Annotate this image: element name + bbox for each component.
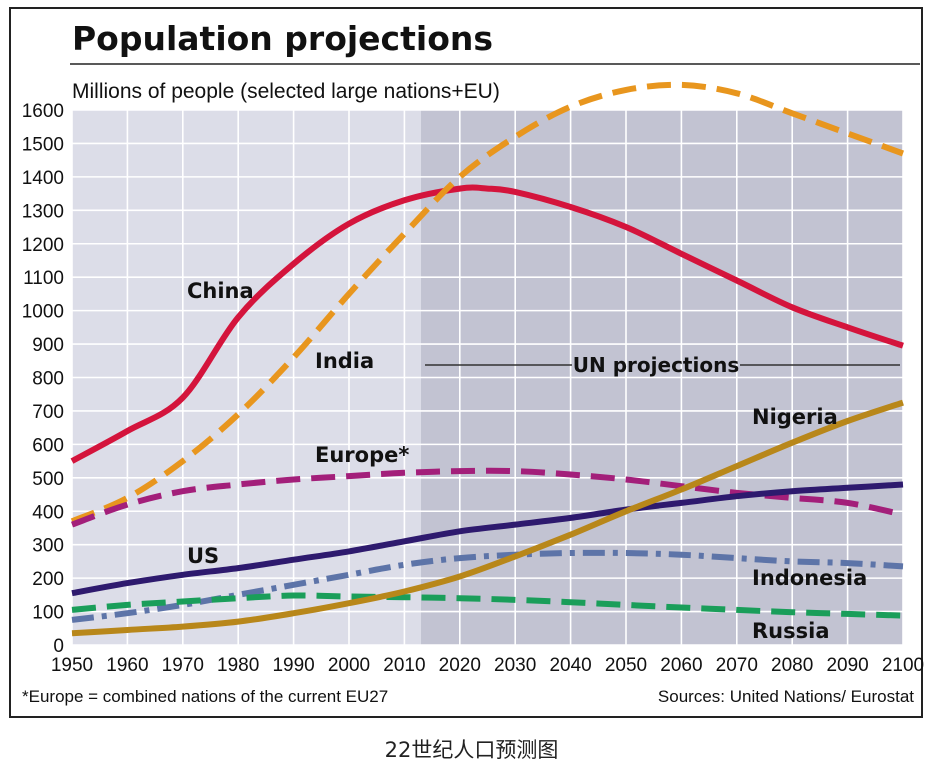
x-tick-2000: 2000 xyxy=(328,655,370,676)
y-tick-1000: 1000 xyxy=(22,302,64,323)
x-tick-2030: 2030 xyxy=(494,655,536,676)
y-tick-800: 800 xyxy=(32,369,64,390)
series-lines xyxy=(70,81,905,637)
y-tick-1400: 1400 xyxy=(22,168,64,189)
series-line-us xyxy=(71,481,904,597)
figure-caption: 22世纪人口预测图 xyxy=(384,738,559,762)
x-tick-2040: 2040 xyxy=(549,655,591,676)
series-label-russia: Russia xyxy=(752,619,830,643)
y-tick-1500: 1500 xyxy=(22,134,64,155)
series-label-nigeria: Nigeria xyxy=(752,405,838,429)
projection-annotation: UN projections xyxy=(425,353,900,377)
projection-label: UN projections xyxy=(573,353,739,377)
x-axis-ticks: 1950 1960 1970 1980 1990 2000 2010 2020 2030 2040… xyxy=(51,655,924,676)
series-line-europe xyxy=(70,467,904,528)
y-tick-200: 200 xyxy=(32,569,64,590)
y-tick-1100: 1100 xyxy=(23,268,64,289)
y-tick-0: 0 xyxy=(53,636,64,657)
y-tick-1200: 1200 xyxy=(22,235,64,256)
y-tick-600: 600 xyxy=(32,435,64,456)
x-tick-2020: 2020 xyxy=(439,655,481,676)
series-line-china xyxy=(70,184,904,464)
footnote: *Europe = combined nations of the curren… xyxy=(22,687,388,706)
source-note: Sources: United Nations/ Eurostat xyxy=(658,687,914,706)
x-tick-2100: 2100 xyxy=(882,655,924,676)
x-tick-1970: 1970 xyxy=(162,655,204,676)
x-tick-1990: 1990 xyxy=(272,655,314,676)
y-tick-1300: 1300 xyxy=(22,201,64,222)
x-tick-1980: 1980 xyxy=(217,655,259,676)
x-tick-1960: 1960 xyxy=(106,655,148,676)
series-label-us: US xyxy=(187,544,219,568)
population-chart: Population projections Millions of peopl… xyxy=(9,7,924,718)
gridlines xyxy=(71,109,904,646)
series-label-china: China xyxy=(187,279,254,303)
y-tick-500: 500 xyxy=(32,469,64,490)
chart-title: Population projections xyxy=(72,19,493,58)
x-tick-2090: 2090 xyxy=(826,655,868,676)
x-tick-1950: 1950 xyxy=(51,655,93,676)
series-label-europe: Europe* xyxy=(315,443,409,467)
series-label-india: India xyxy=(315,349,374,373)
x-tick-2080: 2080 xyxy=(771,655,813,676)
y-tick-100: 100 xyxy=(32,603,64,624)
x-tick-2070: 2070 xyxy=(716,655,758,676)
y-tick-300: 300 xyxy=(32,536,64,557)
series-label-indonesia: Indonesia xyxy=(752,566,867,590)
x-tick-2050: 2050 xyxy=(605,655,647,676)
y-tick-700: 700 xyxy=(32,402,64,423)
series-labels: China India Europe* US Indonesia Russia Nigeri… xyxy=(187,279,867,643)
series-line-indonesia xyxy=(71,549,904,623)
y-tick-400: 400 xyxy=(32,502,64,523)
series-line-india xyxy=(70,81,905,525)
x-tick-2060: 2060 xyxy=(660,655,702,676)
y-tick-1600: 1600 xyxy=(22,101,64,122)
y-tick-900: 900 xyxy=(32,335,64,356)
series-line-nigeria xyxy=(71,399,904,637)
chart-subtitle: Millions of people (selected large natio… xyxy=(72,80,500,103)
x-tick-2010: 2010 xyxy=(383,655,425,676)
y-axis-ticks: 0 100 200 300 400 500 600 700 800 900 1000 1100 1200… xyxy=(22,101,64,657)
